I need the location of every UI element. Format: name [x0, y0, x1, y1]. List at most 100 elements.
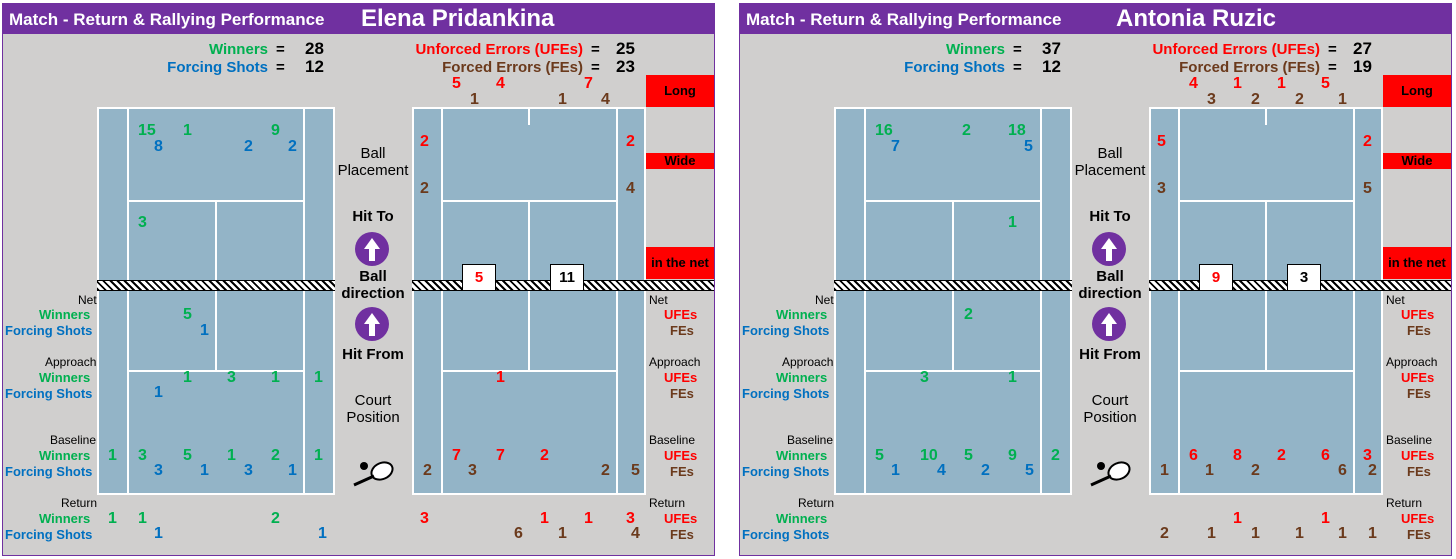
- right-court-stat: 2: [601, 462, 610, 479]
- right-court-stat: 1: [1207, 525, 1216, 542]
- left-court-stat: 3: [227, 369, 236, 386]
- right-court-stat: 5: [1157, 133, 1166, 150]
- row-label-baseline: Baseline: [1386, 433, 1433, 447]
- row-label-net: Net: [649, 293, 668, 307]
- ufe-label: Unforced Errors (UFEs): [415, 41, 583, 58]
- right-court-stat: 2: [1251, 462, 1260, 479]
- row-label-ufes: UFEs: [664, 307, 698, 322]
- panel-title: Match - Return & Rallying Performance: [746, 10, 1062, 29]
- panel-header: Match - Return & Rallying Performance An…: [740, 4, 1451, 34]
- row-label-return: Return: [1386, 496, 1423, 510]
- arrow-up-icon: [355, 307, 389, 341]
- left-court-stat: 1: [138, 510, 147, 527]
- hit-to-label: Hit To: [352, 208, 394, 225]
- row-label-net: Net: [78, 293, 97, 307]
- equals-sign: =: [1013, 41, 1022, 58]
- left-court-stat: 5: [183, 306, 192, 323]
- left-court-stat: 1: [183, 369, 192, 386]
- hit-to-label: Hit To: [1089, 208, 1131, 225]
- left-court-stat: 5: [183, 447, 192, 464]
- left-court-stat: 3: [920, 369, 929, 386]
- left-court-stat: 5: [1024, 138, 1033, 155]
- left-court-stat: 1: [183, 122, 192, 139]
- right-court-stat: 3: [1207, 91, 1216, 108]
- row-label-ufes: UFEs: [1401, 511, 1435, 526]
- arrow-up-icon: [1092, 232, 1126, 266]
- hit-from-label: Hit From: [342, 346, 404, 363]
- right-court-stat: 2: [423, 462, 432, 479]
- net: [97, 280, 335, 291]
- right-court-stat: 1: [470, 91, 479, 108]
- row-label-forcing: Forcing Shots: [5, 386, 93, 401]
- row-label-forcing: Forcing Shots: [5, 464, 93, 479]
- left-court-stat: 1: [200, 322, 209, 339]
- right-court-stat: 1: [1277, 75, 1286, 92]
- wide-box: Wide: [1383, 153, 1451, 169]
- row-label-forcing: Forcing Shots: [742, 464, 830, 479]
- right-court-stat: 1: [1251, 525, 1260, 542]
- row-label-forcing: Forcing Shots: [5, 323, 93, 338]
- row-label-winners: Winners: [776, 511, 828, 526]
- right-court-stat: 6: [1321, 447, 1330, 464]
- left-court-stat: 1: [200, 462, 209, 479]
- row-label-ufes: UFEs: [664, 370, 698, 385]
- forcing-label: Forcing Shots: [167, 59, 268, 76]
- right-court-stat: 6: [514, 525, 523, 542]
- right-court-stat: 2: [540, 447, 549, 464]
- right-court-stat: 2: [1160, 525, 1169, 542]
- right-court-stat: 2: [420, 180, 429, 197]
- left-court-stat: 3: [154, 462, 163, 479]
- left-court-stat: 5: [964, 447, 973, 464]
- right-court-stat: 1: [558, 91, 567, 108]
- ball-placement-label: Ball Placement: [337, 145, 409, 179]
- wide-box: Wide: [646, 153, 714, 169]
- equals-sign: =: [276, 59, 285, 76]
- left-court-stat: 3: [138, 214, 147, 231]
- left-court-stat: 1: [154, 384, 163, 401]
- left-court-stat: 18: [1008, 122, 1026, 139]
- left-court-stat: 2: [962, 122, 971, 139]
- left-court-stat: 3: [244, 462, 253, 479]
- right-court-stat: 5: [631, 462, 640, 479]
- left-court-stat: 16: [875, 122, 893, 139]
- row-label-approach: Approach: [45, 355, 97, 369]
- right-court-stat: 7: [452, 447, 461, 464]
- row-label-winners: Winners: [39, 307, 91, 322]
- equals-sign: =: [591, 59, 600, 76]
- right-court-stat: 1: [1160, 462, 1169, 479]
- row-label-ufes: UFEs: [1401, 370, 1435, 385]
- row-label-return: Return: [61, 496, 98, 510]
- left-court-stat: 2: [244, 138, 253, 155]
- row-label-approach: Approach: [649, 355, 701, 369]
- right-court-stat: 5: [452, 75, 461, 92]
- court-position-label: Court Position: [1083, 392, 1137, 426]
- left-court-stat: 1: [288, 462, 297, 479]
- winners-label: Winners: [945, 41, 1005, 58]
- equals-sign: =: [591, 41, 600, 58]
- row-label-approach: Approach: [1386, 355, 1438, 369]
- left-court-stat: 1: [1008, 214, 1017, 231]
- right-court-stat: 2: [626, 133, 635, 150]
- left-court-stat: 4: [937, 462, 946, 479]
- left-court-stat: 1: [227, 447, 236, 464]
- equals-sign: =: [276, 41, 285, 58]
- left-court-stat: 1: [314, 447, 323, 464]
- hit-from-label: Hit From: [1079, 346, 1141, 363]
- right-court-stat: 1: [496, 369, 505, 386]
- row-label-approach: Approach: [782, 355, 834, 369]
- row-label-winners: Winners: [39, 448, 91, 463]
- court-position-label: Court Position: [346, 392, 400, 426]
- right-court-stat: 7: [584, 75, 593, 92]
- right-court-stat: 6: [1338, 462, 1347, 479]
- player-name: Elena Pridankina: [361, 5, 555, 32]
- row-label-return: Return: [798, 496, 835, 510]
- in-net-box: in the net: [646, 247, 714, 279]
- net-count-box: 3: [1287, 264, 1321, 291]
- row-label-ufes: UFEs: [664, 448, 698, 463]
- left-court-stat: 2: [271, 447, 280, 464]
- row-label-winners: Winners: [39, 370, 91, 385]
- winners-total: 37: [1042, 39, 1061, 58]
- right-court-stat: 8: [1233, 447, 1242, 464]
- row-label-forcing: Forcing Shots: [742, 323, 830, 338]
- row-label-forcing: Forcing Shots: [742, 527, 830, 542]
